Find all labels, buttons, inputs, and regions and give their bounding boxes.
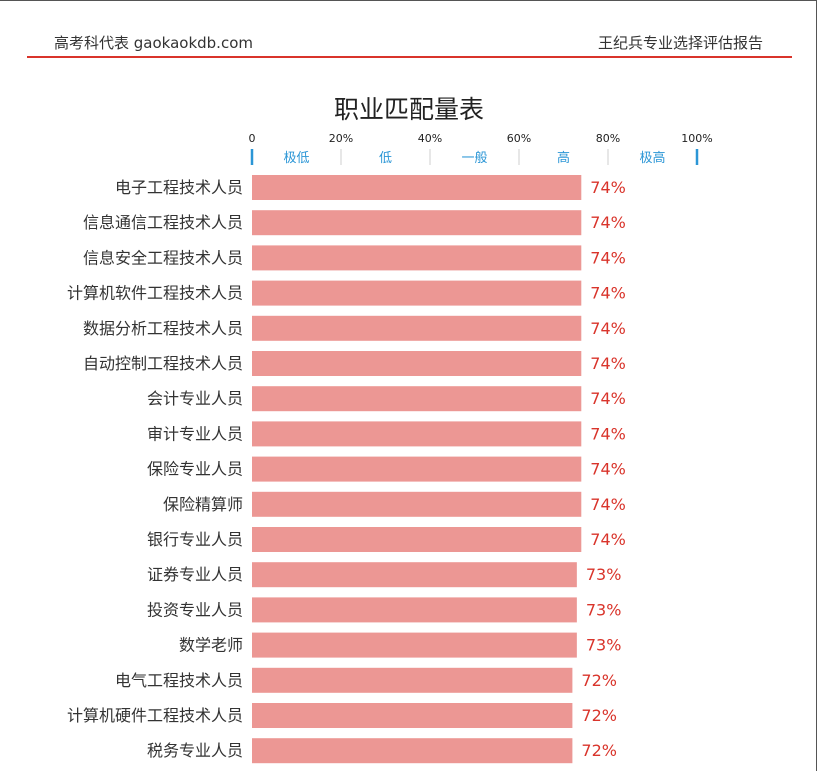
chart-title: 职业匹配量表	[334, 95, 484, 124]
x-tick-label: 60%	[507, 132, 531, 145]
category-label: 会计专业人员	[147, 389, 243, 408]
category-label: 信息通信工程技术人员	[83, 213, 243, 232]
bar	[252, 175, 582, 200]
bar-value-label: 74%	[590, 495, 626, 514]
category-label: 信息安全工程技术人员	[83, 248, 243, 267]
bar	[252, 703, 573, 728]
bar-value-label: 74%	[590, 460, 626, 479]
bar	[252, 280, 582, 306]
band-label: 低	[379, 151, 392, 166]
bar-value-label: 74%	[590, 389, 626, 408]
category-label: 数学老师	[179, 636, 243, 655]
bar	[252, 210, 582, 236]
category-label: 保险专业人员	[147, 460, 243, 479]
header-divider	[27, 56, 792, 58]
bar-value-label: 74%	[590, 284, 626, 303]
bar	[252, 597, 577, 623]
category-label: 计算机软件工程技术人员	[67, 284, 243, 303]
bar	[252, 632, 577, 658]
bar-value-label: 74%	[590, 248, 626, 267]
band-label: 一般	[461, 150, 487, 166]
band-label: 极高	[639, 150, 665, 166]
bar-value-label: 72%	[581, 706, 617, 725]
category-label: 计算机硬件工程技术人员	[67, 706, 243, 725]
bar-value-label: 74%	[590, 424, 626, 443]
bar-value-label: 72%	[581, 741, 617, 760]
bar	[252, 491, 582, 517]
bar-value-label: 73%	[586, 565, 622, 584]
bar	[252, 667, 573, 693]
bar	[252, 738, 573, 764]
bar-value-label: 74%	[590, 354, 626, 373]
band-label: 高	[557, 150, 570, 166]
bar-value-label: 74%	[590, 213, 626, 232]
category-label: 税务专业人员	[147, 741, 243, 760]
bar	[252, 315, 582, 341]
bar-value-label: 73%	[586, 636, 622, 655]
bar	[252, 456, 582, 482]
bar	[252, 527, 582, 552]
x-tick-label: 40%	[418, 132, 442, 145]
category-label: 自动控制工程技术人员	[83, 354, 243, 373]
category-label: 数据分析工程技术人员	[83, 319, 243, 338]
bar-value-label: 72%	[581, 671, 617, 690]
x-tick-label: 100%	[681, 132, 712, 145]
bar	[252, 386, 582, 412]
bar-value-label: 74%	[590, 530, 626, 549]
x-tick-label: 80%	[596, 132, 620, 145]
bar-value-label: 74%	[590, 178, 626, 197]
bar	[252, 351, 582, 376]
bar	[252, 245, 582, 271]
category-label: 电气工程技术人员	[115, 671, 243, 690]
header-report-title: 王纪兵专业选择评估报告	[597, 34, 763, 52]
category-label: 证券专业人员	[147, 565, 243, 584]
category-label: 保险精算师	[163, 495, 243, 514]
bar-value-label: 73%	[586, 600, 622, 619]
category-label: 投资专业人员	[147, 600, 243, 619]
bar	[252, 421, 582, 447]
bar	[252, 562, 577, 588]
x-tick-label: 20%	[329, 132, 353, 145]
category-label: 银行专业人员	[147, 530, 243, 549]
band-label: 极低	[283, 151, 309, 166]
x-tick-label: 0	[249, 132, 256, 145]
bar-value-label: 74%	[590, 319, 626, 338]
header-site-name: 高考科代表 gaokaokdb.com	[54, 34, 253, 52]
category-label: 审计专业人员	[147, 424, 243, 443]
category-label: 电子工程技术人员	[115, 178, 243, 197]
